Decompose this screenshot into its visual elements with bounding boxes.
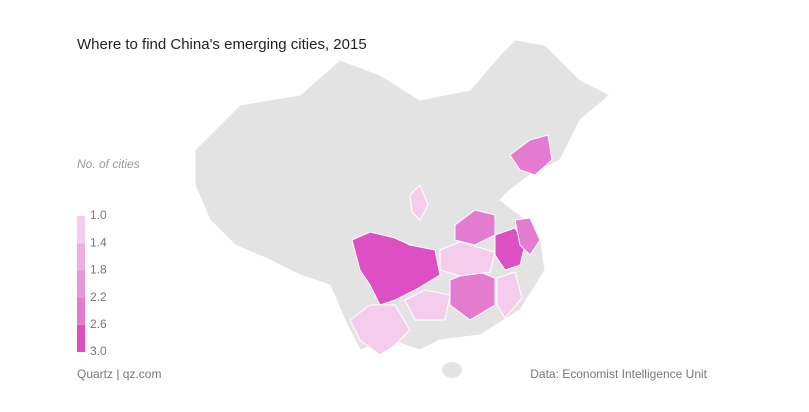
region [509, 134, 553, 176]
country [194, 39, 611, 351]
legend-label: 2.6 [90, 317, 107, 331]
credit: Quartz | qz.com [77, 367, 161, 381]
legend-swatch [77, 270, 85, 298]
legend: 1.0 1.4 1.8 2.2 2.6 3.0 [77, 208, 107, 358]
region [454, 209, 496, 246]
legend-label: 1.8 [90, 263, 107, 277]
map [194, 39, 611, 378]
chart-title: Where to find China's emerging cities, 2… [77, 36, 367, 53]
legend-title: No. of cities [77, 157, 140, 171]
region [349, 304, 411, 356]
legend-swatch [77, 297, 85, 325]
legend-swatch [77, 216, 85, 244]
region [409, 184, 429, 221]
region [514, 217, 541, 256]
legend-label: 2.2 [90, 290, 107, 304]
legend-swatch [77, 243, 85, 271]
region [494, 227, 526, 271]
legend-label: 1.0 [90, 208, 107, 222]
region [496, 271, 523, 319]
region [404, 289, 451, 321]
island [442, 362, 462, 378]
legend-label: 3.0 [90, 344, 107, 358]
legend-swatch [77, 324, 85, 352]
legend-label: 1.4 [90, 235, 107, 249]
source: Data: Economist Intelligence Unit [530, 367, 707, 381]
region [439, 241, 496, 277]
region [351, 231, 441, 306]
